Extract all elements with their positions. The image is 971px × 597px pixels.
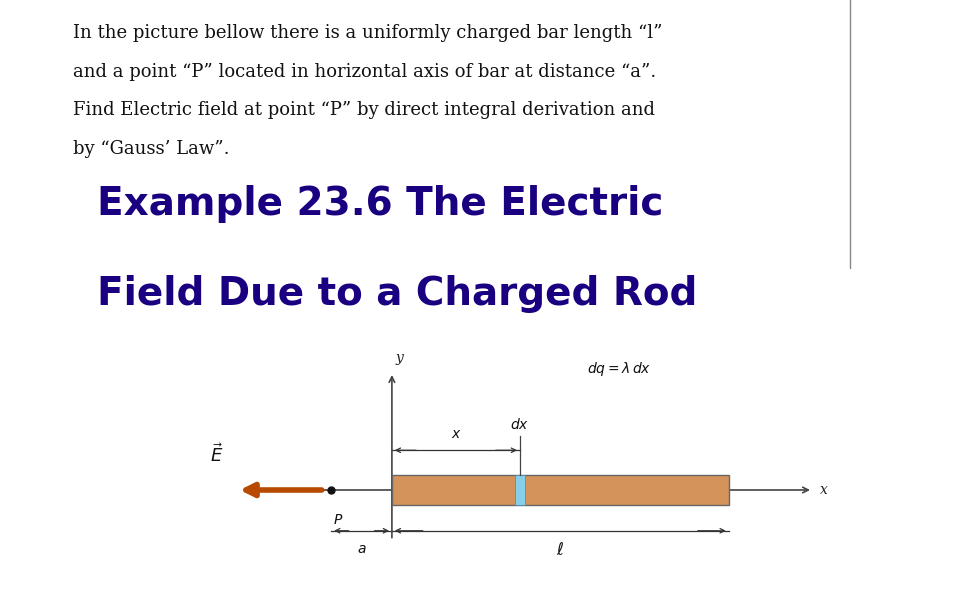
Text: $\vec{E}$: $\vec{E}$	[210, 444, 223, 466]
Text: $x$: $x$	[451, 427, 461, 441]
Text: $dq = \lambda\,dx$: $dq = \lambda\,dx$	[587, 360, 652, 378]
Text: y: y	[396, 352, 404, 365]
Text: Find Electric field at point “P” by direct integral derivation and: Find Electric field at point “P” by dire…	[73, 101, 654, 119]
Bar	[515, 475, 525, 506]
Text: $\ell$: $\ell$	[556, 541, 564, 559]
Text: $P$: $P$	[333, 513, 344, 527]
Text: and a point “P” located in horizontal axis of bar at distance “a”.: and a point “P” located in horizontal ax…	[73, 63, 656, 81]
Text: Example 23.6 The Electric: Example 23.6 The Electric	[97, 185, 663, 223]
Text: $dx$: $dx$	[511, 417, 529, 432]
Bar	[392, 475, 728, 506]
Text: In the picture bellow there is a uniformly charged bar length “l”: In the picture bellow there is a uniform…	[73, 24, 662, 42]
Text: x: x	[820, 483, 827, 497]
Text: by “Gauss’ Law”.: by “Gauss’ Law”.	[73, 140, 229, 158]
Text: Field Due to a Charged Rod: Field Due to a Charged Rod	[97, 275, 697, 313]
Text: $a$: $a$	[356, 541, 366, 556]
